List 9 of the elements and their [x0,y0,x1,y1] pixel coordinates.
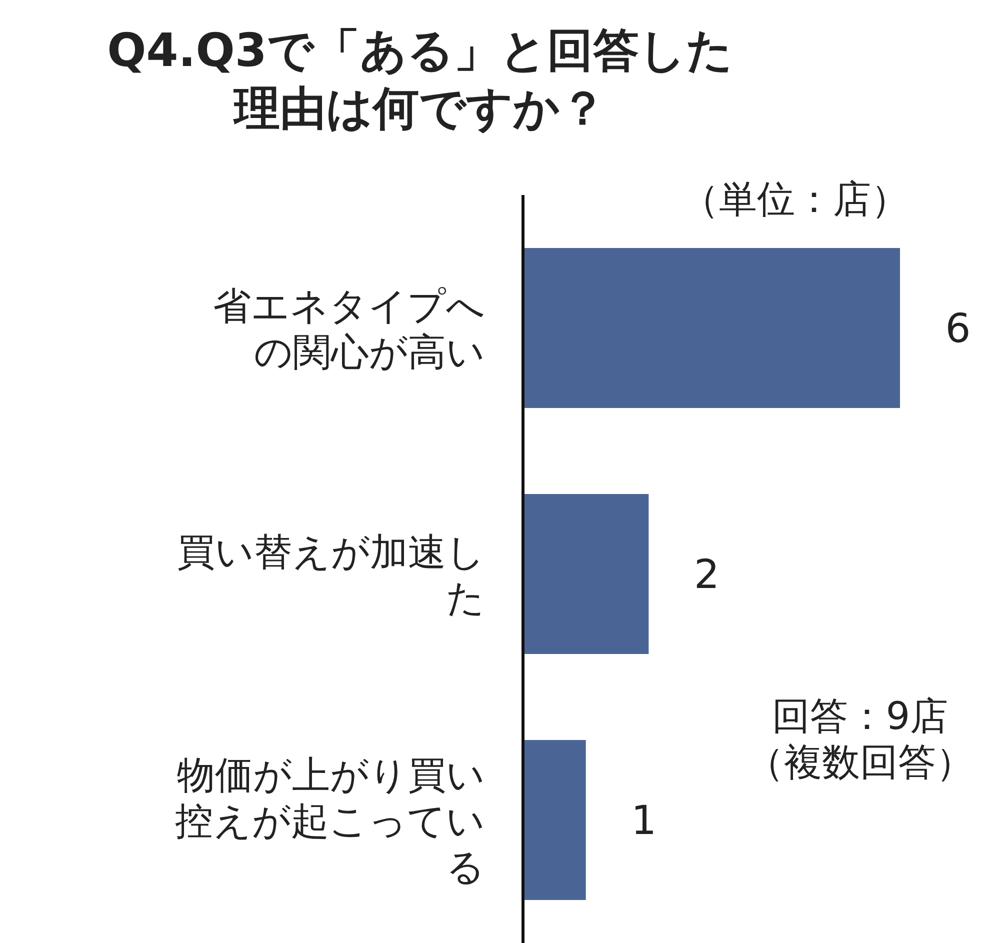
annotation: 回答：9店（複数回答） [746,694,974,784]
data-label: 1 [631,798,657,844]
data-label: 2 [694,552,720,598]
annotation: （単位：店） [681,177,909,221]
title: Q4.Q3で「ある」と回答した理由は何ですか？ [107,23,733,135]
category-label: 物価が上がり買い控えが起こっている [175,753,485,889]
data-label: 6 [945,306,971,352]
category-label: 買い替えが加速した [177,530,485,620]
category-label: 省エネタイプへの関心が高い [213,284,485,374]
